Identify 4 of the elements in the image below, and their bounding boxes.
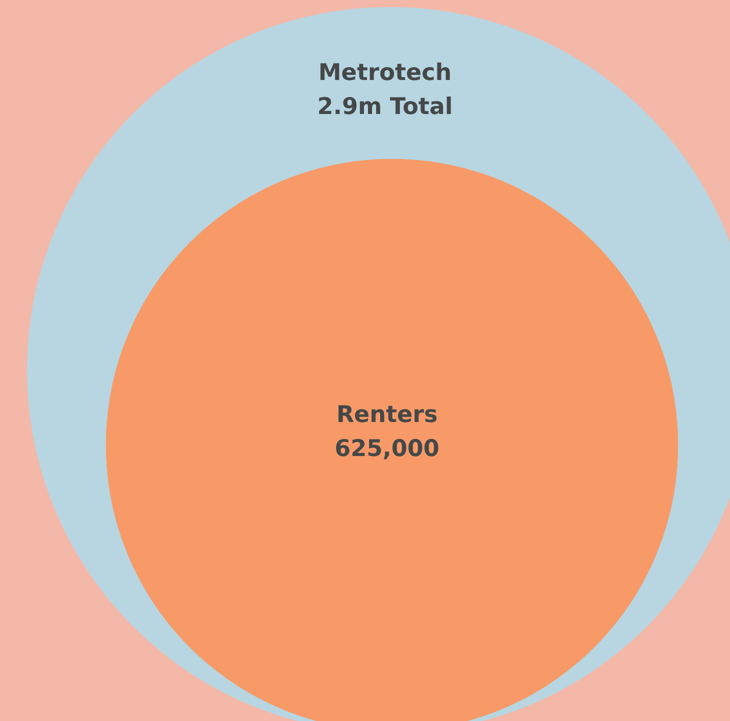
category-label: Renters <box>335 401 439 430</box>
data-label: 625,000 <box>334 435 440 464</box>
category-label: Metrotech <box>317 59 453 88</box>
data-label: 2.9m Total <box>316 93 454 122</box>
